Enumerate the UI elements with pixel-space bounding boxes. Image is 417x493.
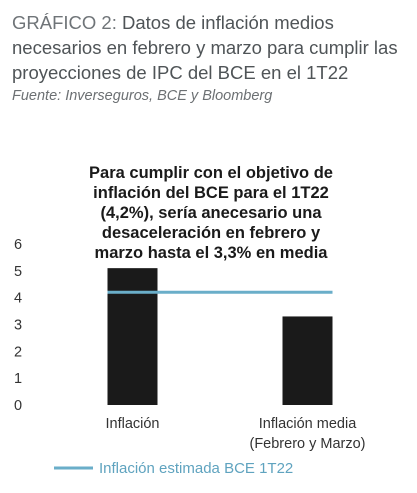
chart-area: Para cumplir con el objetivo de inflación… <box>0 140 417 493</box>
annotation-line: (4,2%), sería anecesario una <box>100 204 322 222</box>
title-text: Datos de inflación medios necesarios en … <box>12 12 398 83</box>
bar <box>107 268 158 405</box>
title-prefix: GRÁFICO 2: <box>12 12 117 33</box>
annotation-line: marzo hasta el 3,3% en media <box>94 244 328 262</box>
source-note: Fuente: Inverseguros, BCE y Bloomberg <box>12 88 273 104</box>
y-tick-label: 0 <box>14 398 22 414</box>
chart-annotation: Para cumplir con el objetivo de inflación… <box>46 163 376 263</box>
bar <box>282 316 333 405</box>
y-tick-label: 6 <box>14 237 22 253</box>
y-tick-label: 2 <box>14 344 22 360</box>
chart-title: GRÁFICO 2: Datos de inflación medios nec… <box>12 10 407 85</box>
y-tick-label: 5 <box>14 264 22 280</box>
y-tick-label: 1 <box>14 371 22 387</box>
chart-svg: 0 1 2 3 4 5 6 Inflación Inflación media (Febrero … <box>14 237 366 477</box>
chart-header: GRÁFICO 2: Datos de inflación medios nec… <box>12 10 407 104</box>
annotation-line: desaceleración en febrero y <box>101 224 321 242</box>
annotation-line: Para cumplir con el objetivo de <box>89 164 333 182</box>
y-tick-label: 3 <box>14 318 22 334</box>
annotation-line: inflación del BCE para el 1T22 <box>93 184 329 202</box>
y-tick-label: 4 <box>14 291 22 307</box>
legend-label: Inflación estimada BCE 1T22 <box>99 460 293 477</box>
x-category-label: Inflación media <box>259 416 357 432</box>
x-category-label: (Febrero y Marzo) <box>249 436 365 452</box>
x-category-label: Inflación <box>105 416 159 432</box>
